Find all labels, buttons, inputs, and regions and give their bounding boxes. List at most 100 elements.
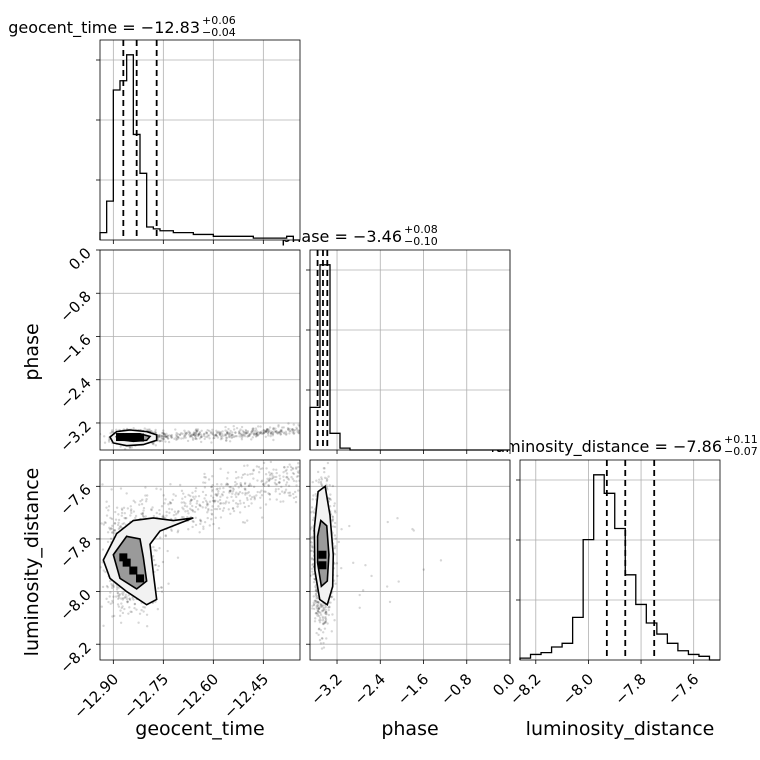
sample-point: [115, 586, 119, 589]
sample-point: [176, 556, 180, 559]
sample-point: [103, 521, 106, 524]
sample-point: [231, 433, 235, 437]
sample-point: [280, 485, 283, 489]
sample-point: [252, 433, 256, 437]
sample-point: [323, 470, 326, 474]
sample-point: [239, 483, 243, 487]
sample-point: [124, 517, 127, 520]
sample-point: [290, 428, 294, 431]
sample-point: [217, 432, 221, 435]
sample-point: [240, 438, 244, 441]
sample-point: [165, 436, 168, 439]
sample-point: [224, 502, 227, 505]
sample-point: [261, 479, 264, 482]
sample-point: [246, 434, 250, 438]
sample-point: [144, 515, 147, 518]
sample-point: [119, 525, 122, 528]
sample-point: [144, 494, 147, 497]
sample-point: [164, 435, 167, 438]
sample-point: [242, 433, 245, 436]
sample-point: [311, 607, 314, 610]
sample-point: [255, 434, 258, 437]
sample-point: [262, 431, 266, 435]
sample-point: [370, 574, 373, 578]
sample-point: [164, 498, 167, 501]
sample-point: [277, 481, 281, 484]
sample-point: [217, 430, 220, 433]
sample-point: [117, 513, 120, 516]
sample-point: [243, 505, 247, 509]
sample-point: [295, 480, 298, 483]
sample-point: [269, 431, 273, 435]
sample-point: [166, 549, 169, 553]
sample-point: [174, 428, 177, 431]
sample-point: [183, 434, 186, 438]
sample-point: [101, 585, 105, 589]
sample-point: [287, 428, 290, 431]
sample-point: [327, 608, 330, 612]
sample-point: [222, 486, 225, 490]
sample-point: [155, 487, 158, 490]
sample-point: [240, 425, 244, 429]
sample-point: [170, 508, 174, 511]
sample-point: [184, 502, 187, 505]
sample-point: [251, 436, 254, 439]
sample-point: [257, 465, 261, 469]
sample-point: [318, 478, 321, 481]
sample-point: [199, 440, 203, 444]
sample-point: [175, 437, 179, 441]
sample-point: [107, 440, 111, 443]
sample-point: [316, 600, 319, 604]
sample-point: [262, 429, 266, 432]
sample-point: [194, 523, 198, 527]
sample-point: [234, 431, 237, 435]
sample-point: [291, 466, 294, 470]
sample-point: [180, 431, 183, 435]
sample-point: [102, 624, 105, 628]
sample-point: [298, 479, 300, 483]
sample-point: [235, 491, 238, 494]
sample-point: [314, 612, 318, 615]
sample-point: [228, 435, 231, 438]
sample-point: [194, 435, 197, 438]
sample-point: [286, 427, 290, 430]
sample-point: [176, 529, 180, 532]
sample-point: [271, 432, 275, 435]
sample-point: [196, 499, 199, 503]
sample-point: [312, 595, 315, 598]
sample-point: [275, 430, 278, 433]
xlabel-luminosity-distance: luminosity_distance: [526, 718, 715, 740]
sample-point: [320, 605, 323, 608]
sample-point: [209, 431, 213, 435]
sample-point: [154, 428, 157, 432]
sample-point: [269, 472, 273, 475]
sample-point: [283, 432, 286, 435]
sample-point: [140, 502, 144, 506]
sample-point: [235, 495, 238, 499]
ylabel-luminosity-distance: luminosity_distance: [21, 468, 43, 657]
sample-point: [284, 483, 288, 486]
sample-point: [243, 435, 247, 438]
sample-point: [102, 523, 106, 526]
sample-point: [279, 433, 283, 436]
sample-point: [181, 506, 184, 509]
sample-point: [110, 531, 114, 534]
sample-point: [315, 611, 318, 615]
sample-point: [265, 429, 268, 433]
sample-point: [214, 433, 218, 437]
title-geocent-time-plus: +0.06: [202, 14, 236, 27]
sample-point: [319, 618, 322, 622]
sample-point: [206, 428, 209, 432]
sample-point: [206, 511, 209, 514]
sample-point: [156, 607, 160, 611]
sample-point: [268, 478, 272, 481]
sample-point: [246, 430, 250, 433]
sample-point: [158, 434, 161, 437]
sample-point: [274, 488, 278, 491]
sample-point: [175, 433, 178, 437]
sample-point: [172, 493, 175, 496]
sample-point: [154, 431, 157, 434]
sample-point: [211, 505, 214, 508]
sample-point: [240, 485, 243, 488]
sample-point: [105, 514, 109, 517]
